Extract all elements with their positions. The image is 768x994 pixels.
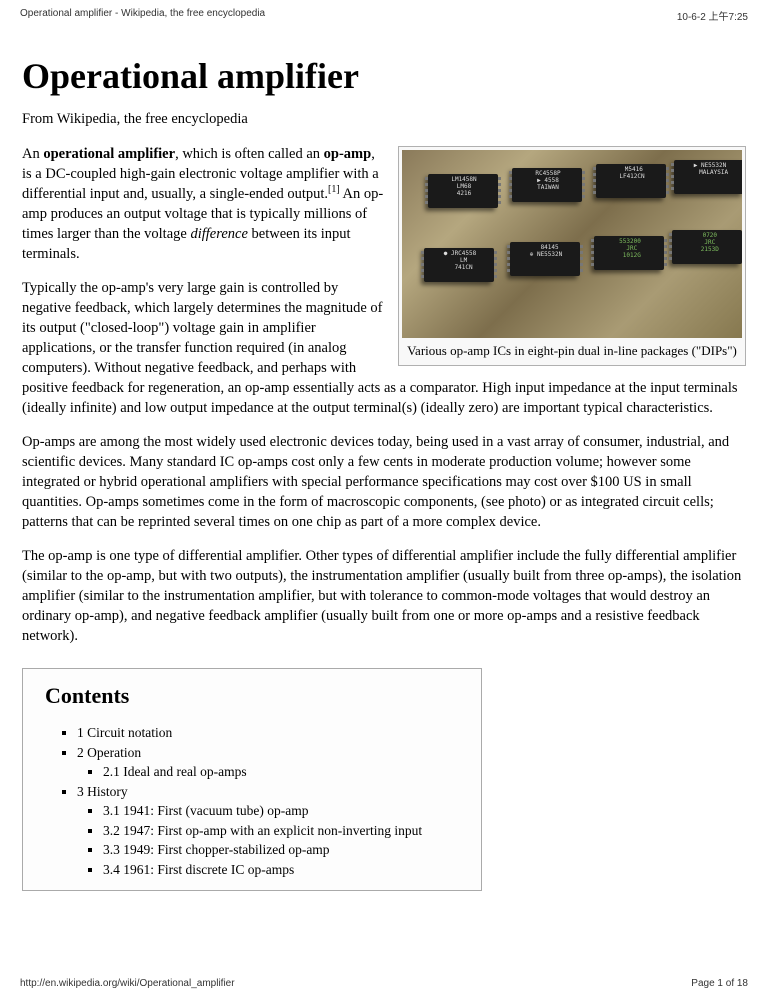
footer-url: http://en.wikipedia.org/wiki/Operational… [20,978,235,989]
table-of-contents: Contents 1 Circuit notation2 Operation2.… [22,668,482,891]
toc-item[interactable]: 2 Operation2.1 Ideal and real op-amps [77,743,459,782]
lead-figure-image: LM1458N LM68 4216 RC4558P ▶ 4558 TAIWAN M… [402,150,742,338]
content-area: Operational amplifier From Wikipedia, th… [0,27,768,891]
toc-subitem[interactable]: 3.3 1949: First chopper-stabilized op-am… [103,840,459,860]
lead-figure-caption: Various op-amp ICs in eight-pin dual in-… [402,338,742,362]
chip: ● JRC4558 LM 741CN [424,248,494,282]
toc-sublist: 3.1 1941: First (vacuum tube) op-amp3.2 … [77,801,459,879]
paragraph-4: The op-amp is one type of differential a… [22,546,746,646]
chip: RC4558P ▶ 4558 TAIWAN [512,168,582,202]
reference-1[interactable]: [1] [328,184,340,195]
chip: M5416 LF412CN [596,164,666,198]
chip: 0720 JRC 2153D [672,230,742,264]
toc-sublist: 2.1 Ideal and real op-amps [77,762,459,782]
subtitle: From Wikipedia, the free encyclopedia [22,111,746,128]
chip: ▶ NE5532N MALAYSIA [674,160,742,194]
page-footer: http://en.wikipedia.org/wiki/Operational… [0,968,768,994]
footer-page-number: Page 1 of 18 [691,978,748,989]
header-timestamp: 10-6-2 上午7:25 [677,8,748,23]
toc-subitem[interactable]: 3.4 1961: First discrete IC op-amps [103,860,459,880]
term-operational-amplifier: operational amplifier [43,146,175,162]
toc-subitem[interactable]: 3.1 1941: First (vacuum tube) op-amp [103,801,459,821]
toc-list: 1 Circuit notation2 Operation2.1 Ideal a… [45,723,459,880]
toc-subitem[interactable]: 2.1 Ideal and real op-amps [103,762,459,782]
page-header: Operational amplifier - Wikipedia, the f… [0,0,768,27]
term-op-amp: op-amp [324,146,372,162]
chip: 553200 JRC 1012G [594,236,664,270]
header-doc-title: Operational amplifier - Wikipedia, the f… [20,8,265,23]
chip: 84145 ⊕ NE5532N [510,242,580,276]
paragraph-3: Op-amps are among the most widely used e… [22,432,746,532]
lead-figure: LM1458N LM68 4216 RC4558P ▶ 4558 TAIWAN M… [398,146,746,366]
toc-heading: Contents [45,683,459,709]
toc-subitem[interactable]: 3.2 1947: First op-amp with an explicit … [103,821,459,841]
toc-item[interactable]: 1 Circuit notation [77,723,459,743]
toc-item[interactable]: 3 History3.1 1941: First (vacuum tube) o… [77,782,459,880]
page-title: Operational amplifier [22,55,746,97]
chip: LM1458N LM68 4216 [428,174,498,208]
